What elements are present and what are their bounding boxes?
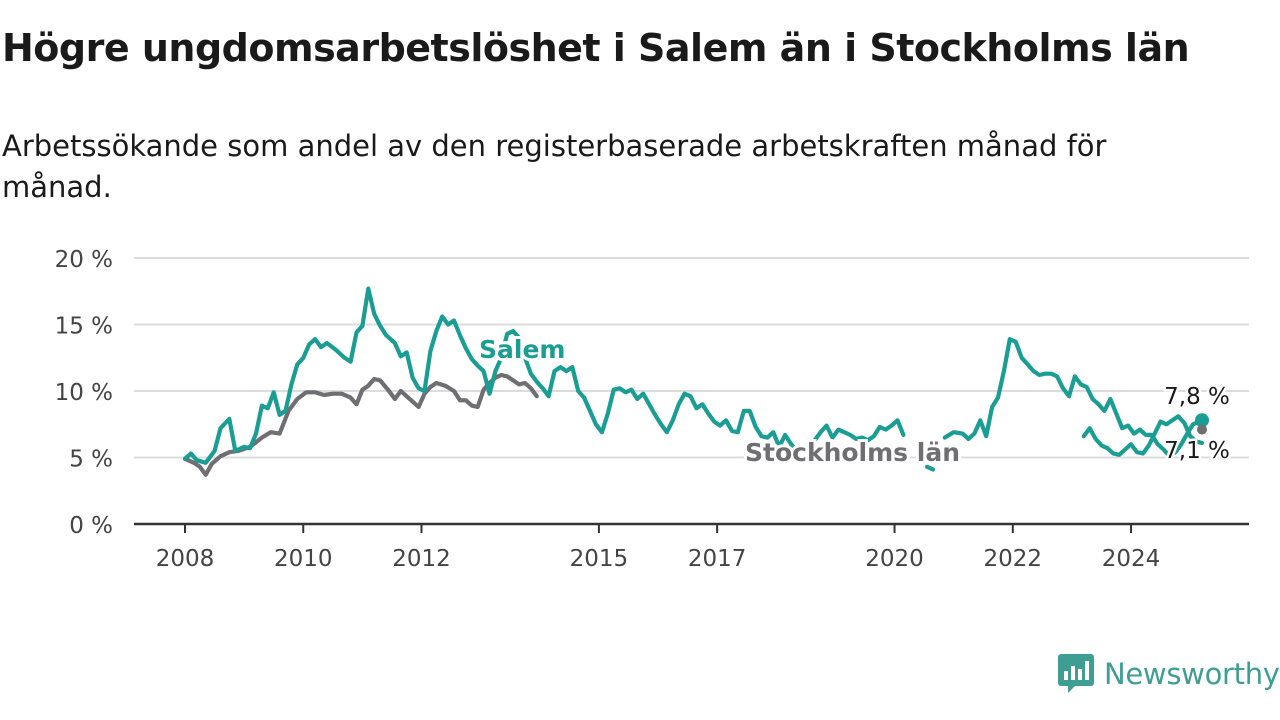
series-line-stockholms-lan (182, 372, 539, 477)
chart-annotations: 7,8 % 7,1 % Salem Stockholms län (476, 332, 1232, 470)
x-tick-label: 2015 (570, 546, 629, 572)
series-line-salem (925, 464, 936, 472)
salem-end-marker (1195, 413, 1209, 428)
series-line-salem (812, 418, 906, 443)
x-tick-label: 2017 (688, 546, 747, 572)
x-tick-label: 2024 (1102, 546, 1161, 572)
x-axis-tick-labels: 2008 2010 2012 2015 2017 2020 2022 2024 (156, 524, 1161, 572)
x-tick-label: 2008 (156, 546, 215, 572)
y-axis-tick-labels: 0 % 5 % 10 % 15 % 20 % (55, 247, 113, 539)
series-lines (182, 286, 1209, 477)
chart-title: Högre ungdomsarbetslöshet i Salem än i S… (2, 26, 1190, 70)
y-tick-label: 10 % (55, 380, 113, 406)
gridlines (134, 257, 1249, 526)
x-tick-label: 2010 (274, 546, 333, 572)
x-tick-label: 2012 (392, 546, 451, 572)
chart-subtitle: Arbetssökande som andel av den registerb… (2, 129, 1107, 204)
series-line-salem (182, 286, 800, 465)
y-tick-label: 15 % (55, 314, 113, 340)
series-line-salem (1081, 414, 1205, 457)
stockholms-end-value-label: 7,1 % (1164, 438, 1230, 464)
x-tick-label: 2020 (865, 546, 924, 572)
y-tick-label: 5 % (69, 447, 113, 473)
salem-end-value-label: 7,8 % (1164, 384, 1230, 410)
stockholms-series-label: Stockholms län (745, 438, 960, 467)
y-tick-label: 0 % (69, 513, 113, 539)
brand-name: Newsworthy (1104, 657, 1280, 691)
y-tick-label: 20 % (55, 247, 113, 273)
series-line-salem (942, 337, 1205, 459)
newsworthy-logo-icon (1058, 654, 1094, 693)
newsworthy-brand: Newsworthy (1058, 654, 1280, 694)
x-tick-label: 2022 (984, 546, 1043, 572)
stockholms-end-marker (1197, 424, 1207, 435)
salem-series-label: Salem (479, 335, 565, 364)
